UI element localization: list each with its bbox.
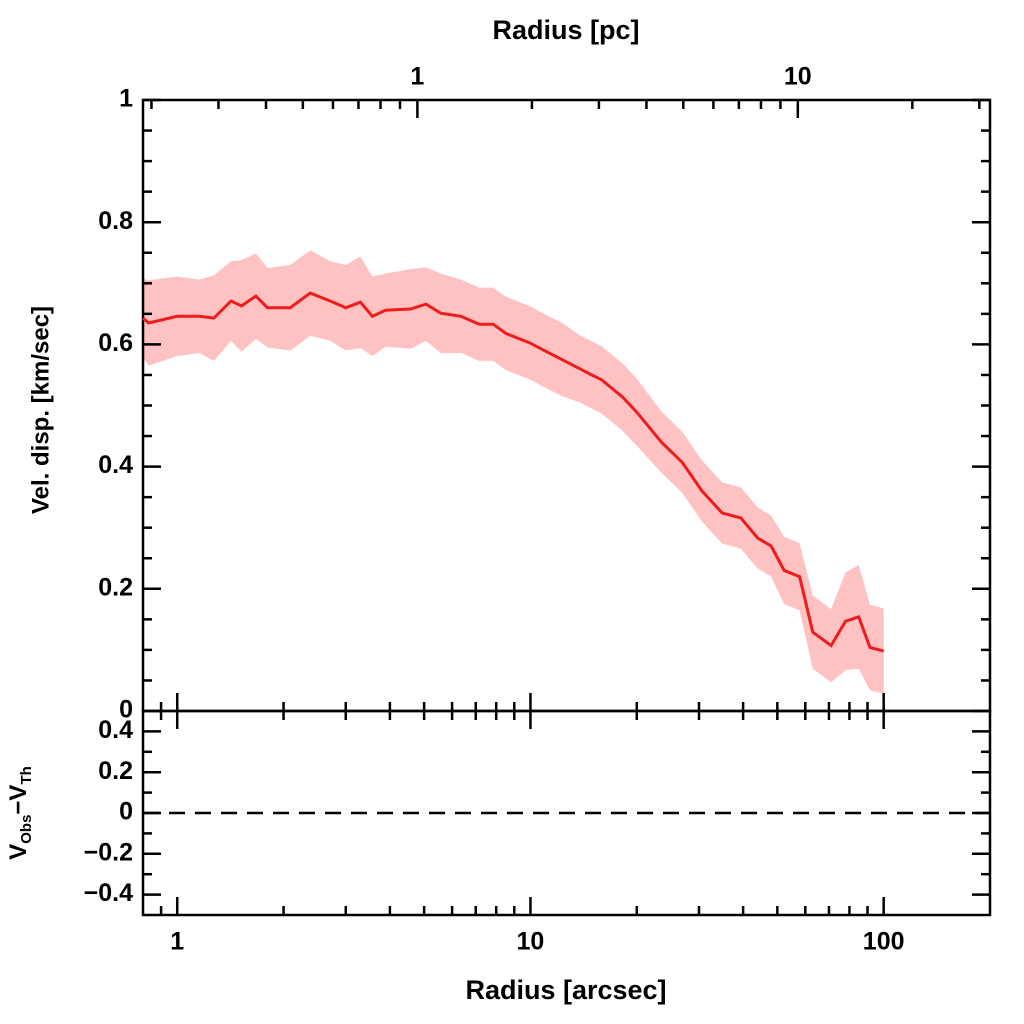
y-axis-label: Vel. disp. [km/sec] xyxy=(27,306,54,514)
label-text: −V xyxy=(5,785,32,815)
residual-y-label: VObs−VTh xyxy=(5,766,35,860)
y-tick-label: 0.2 xyxy=(98,757,133,785)
x2-tick-label: 1 xyxy=(410,63,424,91)
x-tick-label: 1 xyxy=(170,928,184,956)
y-tick-label: 0.4 xyxy=(98,451,133,479)
x-tick-label: 10 xyxy=(517,928,545,956)
x2-tick-label: 10 xyxy=(784,63,812,91)
y-tick-label: −0.4 xyxy=(84,879,133,907)
x2-axis-label: Radius [pc] xyxy=(492,15,639,45)
y-tick-label: 1 xyxy=(119,85,133,113)
label-text: V xyxy=(5,844,32,860)
y-tick-label: 0.8 xyxy=(98,207,133,235)
error-band xyxy=(143,250,884,694)
y-tick-label: −0.2 xyxy=(84,838,133,866)
y-tick-label: 0.6 xyxy=(98,329,133,357)
data-line xyxy=(142,291,885,653)
label-subscript: Th xyxy=(18,766,35,784)
y-tick-label: 0.2 xyxy=(98,573,133,601)
y-tick-label: 0 xyxy=(119,696,133,724)
x-tick-label: 100 xyxy=(863,928,905,956)
y-tick-label: 0.4 xyxy=(98,716,133,744)
x-axis-label: Radius [arcsec] xyxy=(465,975,666,1005)
y-tick-label: 0 xyxy=(119,798,133,826)
label-subscript: Obs xyxy=(18,815,35,844)
